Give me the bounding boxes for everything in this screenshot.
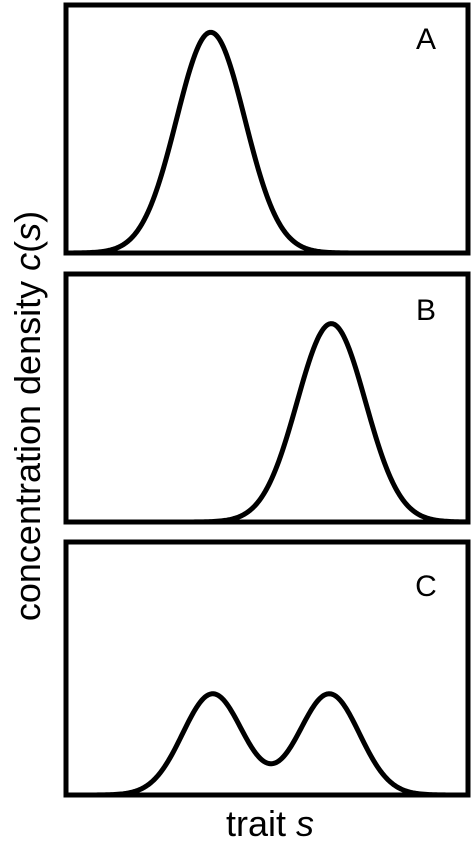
panel-b-curve [63, 321, 471, 525]
y-axis-label-var: c [7, 253, 48, 271]
panel-b: B [63, 271, 471, 525]
panel-a-curve [63, 29, 471, 256]
panel-b-label: B [416, 294, 436, 327]
y-axis-label-prefix: concentration density [7, 271, 48, 621]
y-axis-label-open: ( [7, 241, 48, 253]
y-axis-label: concentration density c(s) [7, 211, 48, 621]
panel-c: C [63, 539, 471, 798]
y-axis-label-arg: s [7, 223, 48, 241]
panel-c-label: C [415, 570, 437, 603]
panel-a-frame [63, 2, 471, 256]
panel-c-curve [63, 691, 471, 798]
panel-a-label: A [416, 23, 436, 56]
panel-a: A [63, 2, 471, 256]
x-axis-label: trait s [226, 803, 314, 844]
y-axis-label-close: ) [7, 211, 48, 223]
x-axis-label-var: s [296, 803, 314, 844]
panel-c-frame [63, 539, 471, 798]
x-axis-label-prefix: trait [226, 803, 296, 844]
panel-b-frame [63, 271, 471, 525]
